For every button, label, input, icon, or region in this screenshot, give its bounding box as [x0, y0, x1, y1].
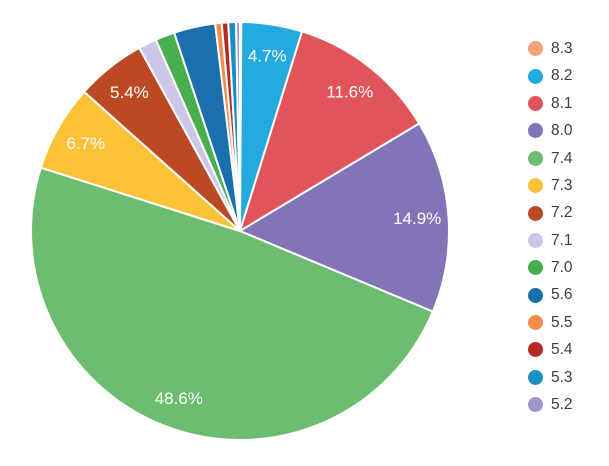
legend-label-8.0: 8.0 [551, 122, 573, 140]
legend-label-7.0: 7.0 [551, 259, 573, 277]
legend-item-5.6[interactable]: 5.6 [528, 282, 573, 309]
legend-label-5.2: 5.2 [551, 396, 573, 414]
legend-item-7.3[interactable]: 7.3 [528, 172, 573, 199]
legend-label-5.3: 5.3 [551, 368, 573, 386]
slice-label-7.3: 6.7% [66, 134, 105, 153]
pie-slice-8.0[interactable] [239, 122, 450, 313]
legend-item-7.1[interactable]: 7.1 [528, 227, 573, 254]
legend-label-7.1: 7.1 [551, 231, 573, 249]
legend-color-dot-8.3 [528, 41, 543, 57]
legend-item-5.5[interactable]: 5.5 [528, 309, 573, 336]
legend-item-8.2[interactable]: 8.2 [528, 62, 573, 89]
legend-item-7.0[interactable]: 7.0 [528, 254, 573, 281]
legend-label-7.2: 7.2 [551, 204, 573, 222]
legend-color-dot-8.1 [528, 95, 543, 111]
legend-color-dot-5.3 [528, 369, 543, 385]
legend-label-8.3: 8.3 [551, 39, 573, 57]
pie-slice-7.4[interactable] [30, 166, 434, 441]
legend-color-dot-5.2 [528, 397, 543, 413]
legend-item-7.4[interactable]: 7.4 [528, 145, 573, 172]
legend-color-dot-7.3 [528, 178, 543, 194]
pie-slice-5.2[interactable] [235, 21, 241, 232]
legend-item-8.1[interactable]: 8.1 [528, 90, 573, 117]
slice-label-8.0: 14.9% [393, 209, 441, 228]
legend-label-7.4: 7.4 [551, 149, 573, 167]
legend-label-7.3: 7.3 [551, 176, 573, 194]
legend-color-dot-5.5 [528, 315, 543, 331]
chart-legend: 8.3 8.2 8.1 8.0 7.4 7.3 7.2 7.1 7.0 5.6 5.5 5.4 5.3 5… [528, 35, 573, 418]
legend-color-dot-7.0 [528, 260, 543, 276]
legend-label-5.5: 5.5 [551, 313, 573, 331]
legend-color-dot-7.2 [528, 205, 543, 221]
legend-item-8.3[interactable]: 8.3 [528, 35, 573, 62]
slice-label-8.1: 11.6% [326, 82, 373, 101]
slice-label-8.2: 4.7% [248, 47, 287, 66]
legend-item-5.3[interactable]: 5.3 [528, 364, 573, 391]
legend-item-5.4[interactable]: 5.4 [528, 336, 573, 363]
slice-label-7.4: 48.6% [155, 389, 203, 408]
legend-color-dot-7.4 [528, 150, 543, 166]
legend-color-dot-5.6 [528, 287, 543, 303]
legend-color-dot-8.0 [528, 123, 543, 139]
legend-label-5.6: 5.6 [551, 286, 573, 304]
legend-label-8.1: 8.1 [551, 94, 573, 112]
legend-item-5.2[interactable]: 5.2 [528, 391, 573, 418]
legend-color-dot-5.4 [528, 342, 543, 358]
legend-color-dot-7.1 [528, 232, 543, 248]
legend-label-8.2: 8.2 [551, 67, 573, 85]
legend-item-8.0[interactable]: 8.0 [528, 117, 573, 144]
pie-slice-8.1[interactable] [239, 30, 421, 232]
legend-label-5.4: 5.4 [551, 341, 573, 359]
legend-color-dot-8.2 [528, 68, 543, 84]
slice-label-7.2: 5.4% [110, 83, 149, 102]
legend-item-7.2[interactable]: 7.2 [528, 199, 573, 226]
